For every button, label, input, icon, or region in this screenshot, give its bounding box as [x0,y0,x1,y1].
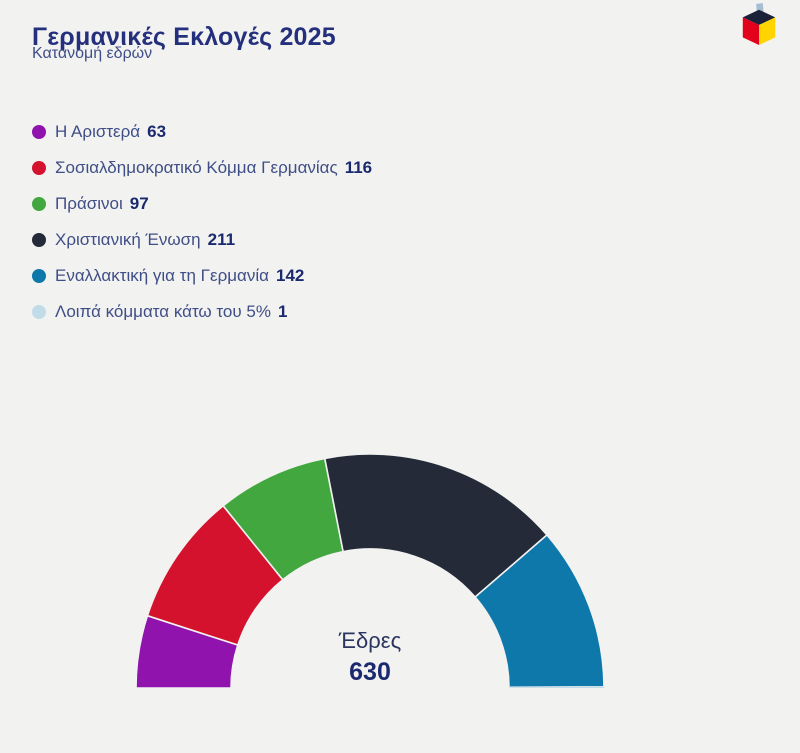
legend-value: 1 [277,302,288,321]
legend-value: 97 [129,194,149,213]
legend-value: 211 [207,230,236,249]
legend-swatch-icon [32,161,46,175]
legend-label: Λοιπά κόμματα κάτω του 5% [55,302,271,321]
legend-item-0: Η Αριστερά 63 [32,121,372,143]
legend-item-1: Σοσιαλδημοκρατικό Κόμμα Γερμανίας 116 [32,157,372,179]
chart-slice-3[interactable] [323,453,549,599]
ballot-box-left-face [742,17,759,46]
legend-label: Εναλλακτική για τη Γερμανία [55,266,269,285]
page-title: Γερμανικές Εκλογές 2025 [32,22,336,51]
legend-swatch-icon [32,197,46,211]
chart-slice-5[interactable] [509,686,605,688]
ballot-box-top [742,9,776,25]
legend-swatch-icon [32,125,46,139]
legend-value: 63 [147,122,167,141]
ballot-box-icon [738,2,780,48]
legend-label: Σοσιαλδημοκρατικό Κόμμα Γερμανίας [55,158,338,177]
legend: Η Αριστερά 63 Σοσιαλδημοκρατικό Κόμμα Γερμ… [32,121,372,323]
legend-swatch-icon [32,269,46,283]
legend-swatch-icon [32,305,46,319]
legend-item-2: Πράσινοι 97 [32,193,372,215]
legend-label: Πράσινοι [55,194,123,213]
seat-distribution-chart: Έδρες 630 [134,450,610,692]
legend-value: 116 [344,158,373,177]
page-subtitle: Κατανομή εδρών [32,45,153,62]
legend-item-3: Χριστιανική Ένωση 211 [32,229,372,251]
legend-value: 142 [275,266,305,285]
legend-label: Η Αριστερά [55,122,141,141]
legend-item-4: Εναλλακτική για τη Γερμανία 142 [32,265,372,287]
ballot-box-right-face [759,17,776,46]
legend-item-5: Λοιπά κόμματα κάτω του 5% 1 [32,301,372,323]
legend-label: Χριστιανική Ένωση [55,230,201,249]
legend-swatch-icon [32,233,46,247]
